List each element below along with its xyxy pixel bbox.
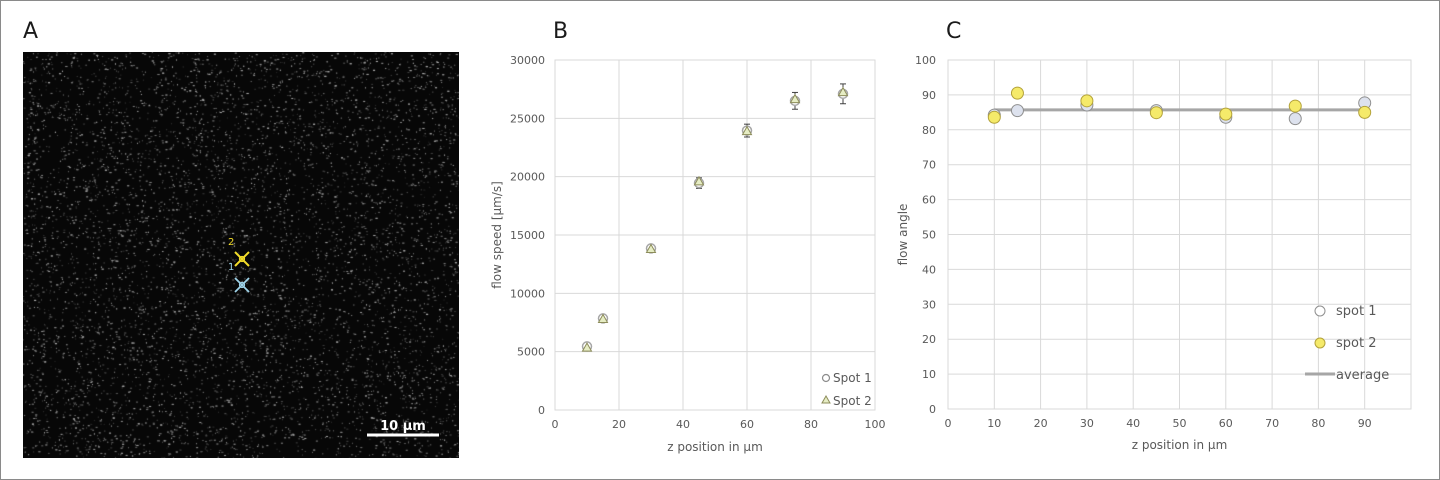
c-point-spot2: [1080, 94, 1094, 108]
scale-bar-label: 10 µm: [380, 419, 426, 434]
b-point-spot2: [597, 313, 609, 323]
c-legend-label-average: average: [1336, 368, 1389, 383]
c-point-spot2: [1288, 99, 1302, 113]
c-xtick-label: 70: [1265, 417, 1279, 430]
c-legend-marker-spot2: [1314, 337, 1326, 349]
b-point-spot2: [789, 93, 801, 104]
c-legend-label-spot1: spot 1: [1336, 304, 1376, 319]
b-legend-label-spot2: Spot 2: [833, 394, 872, 408]
c-ytick-label: 60: [922, 194, 936, 207]
c-ytick-label: 40: [922, 263, 936, 276]
c-ytick-label: 0: [929, 403, 936, 416]
b-point-spot2: [741, 125, 753, 136]
b-xtick-label: 60: [740, 418, 754, 431]
c-ytick-label: 80: [922, 124, 936, 137]
c-point-spot2: [1219, 107, 1233, 121]
c-xtick-label: 20: [1034, 417, 1048, 430]
b-point-spot2: [837, 86, 849, 97]
c-ytick-label: 30: [922, 298, 936, 311]
c-ytick-label: 90: [922, 89, 936, 102]
spot-2-label: 2: [228, 237, 234, 248]
b-ytick-label: 15000: [510, 229, 545, 242]
b-point-spot2: [581, 342, 593, 352]
c-point-spot2: [1358, 105, 1372, 119]
c-y-axis-label: flow angle: [896, 204, 910, 266]
speckle-texture: [23, 52, 459, 458]
c-xtick-label: 10: [987, 417, 1001, 430]
c-ytick-label: 50: [922, 229, 936, 242]
b-x-axis-label: z position in µm: [667, 440, 763, 454]
microscopy-overlay: 2 1 10 µm: [228, 237, 439, 437]
b-plot-area: [554, 59, 876, 411]
b-ytick-label: 5000: [517, 346, 545, 359]
b-xtick-label: 0: [552, 418, 559, 431]
c-xtick-label: 50: [1173, 417, 1187, 430]
b-xtick-label: 40: [676, 418, 690, 431]
c-xtick-label: 0: [945, 417, 952, 430]
b-y-axis-label: flow speed [µm/s]: [490, 181, 504, 289]
b-point-spot2: [645, 243, 657, 253]
b-legend-label-spot1: Spot 1: [833, 371, 872, 385]
c-plot-area: [947, 59, 1412, 410]
b-xtick-label: 20: [612, 418, 626, 431]
c-ytick-label: 20: [922, 333, 936, 346]
spot-1-label: 1: [228, 262, 234, 273]
b-xtick-label: 100: [865, 418, 886, 431]
c-xtick-label: 90: [1358, 417, 1372, 430]
b-ytick-label: 20000: [510, 171, 545, 184]
spot-2-marker: [234, 251, 250, 267]
b-ytick-label: 10000: [510, 287, 545, 300]
c-point-spot2: [1149, 106, 1163, 120]
b-ytick-label: 30000: [510, 54, 545, 67]
c-x-axis-label: z position in µm: [1132, 438, 1228, 452]
c-ytick-label: 70: [922, 159, 936, 172]
c-xtick-label: 30: [1080, 417, 1094, 430]
c-xtick-label: 60: [1219, 417, 1233, 430]
panel-label-b: B: [553, 19, 569, 44]
b-legend-marker-spot2: [821, 394, 831, 404]
c-point-spot2: [1010, 86, 1024, 100]
spot-1-marker: [234, 277, 250, 293]
c-legend-marker-spot1: [1314, 305, 1326, 317]
c-ytick-label: 100: [915, 54, 936, 67]
microscopy-image: 2 1 10 µm: [23, 52, 459, 458]
b-point-spot2: [693, 175, 705, 186]
panel-label-c: C: [946, 19, 962, 44]
b-legend-marker-spot1: [821, 373, 831, 383]
panel-label-a: A: [23, 19, 39, 44]
b-ytick-label: 25000: [510, 112, 545, 125]
chart-b-flow-speed: 0 5000 10000 15000 20000 25000 30000 0 20 40 60 80 1…: [490, 54, 886, 454]
c-ytick-label: 10: [922, 368, 936, 381]
b-ytick-label: 0: [538, 404, 545, 417]
c-point-spot1: [1288, 112, 1302, 126]
c-xtick-label: 80: [1311, 417, 1325, 430]
c-xtick-label: 40: [1126, 417, 1140, 430]
c-point-spot1: [1010, 104, 1024, 118]
c-legend-label-spot2: spot 2: [1336, 336, 1376, 351]
c-point-spot2: [987, 110, 1001, 124]
b-xtick-label: 80: [804, 418, 818, 431]
